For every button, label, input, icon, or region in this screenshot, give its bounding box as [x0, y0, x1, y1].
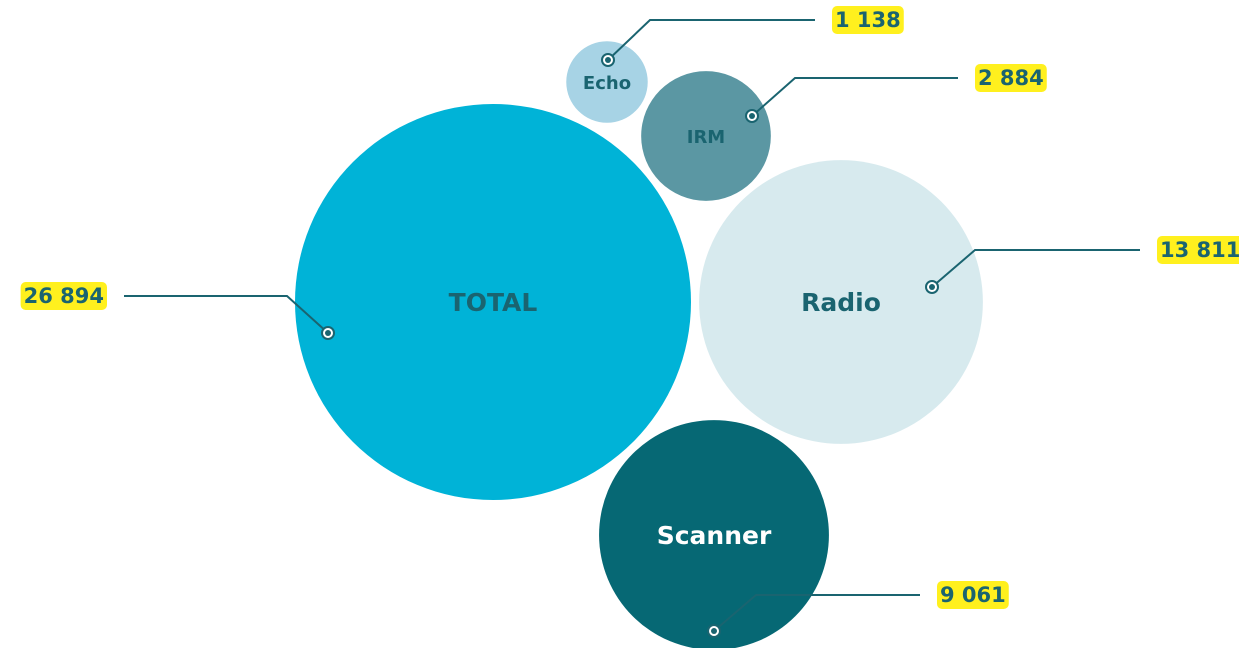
value-label: 2 884 — [978, 66, 1044, 90]
bubble-label: Radio — [801, 288, 881, 317]
callout-line — [751, 77, 958, 117]
callout-dot-core — [325, 330, 331, 336]
callout-dot-core — [605, 57, 611, 63]
bubble-label: TOTAL — [449, 288, 538, 317]
bubble-label: Echo — [583, 73, 631, 94]
bubble — [699, 160, 983, 444]
value-label: 9 061 — [940, 583, 1006, 607]
bubble-label: IRM — [687, 127, 725, 148]
value-label: 1 138 — [835, 8, 901, 32]
value-label-box — [832, 6, 904, 34]
value-label-box — [937, 581, 1009, 609]
callout-dot-core — [711, 628, 717, 634]
value-label-box — [975, 64, 1047, 92]
bubble-label: Scanner — [657, 521, 772, 550]
callout-line — [931, 249, 1140, 288]
value-label: 26 894 — [24, 284, 104, 308]
bubble — [295, 104, 691, 500]
callout-line — [607, 19, 815, 61]
callout-dot-core — [929, 284, 935, 290]
bubble — [566, 41, 648, 123]
value-label: 13 811 — [1160, 238, 1239, 262]
callout-dot-core — [749, 113, 755, 119]
bubble — [599, 420, 829, 648]
value-label-box — [1157, 236, 1239, 264]
callout-line — [124, 295, 329, 334]
value-label-box — [20, 282, 107, 310]
callout-line — [713, 594, 920, 632]
bubble — [641, 71, 771, 201]
